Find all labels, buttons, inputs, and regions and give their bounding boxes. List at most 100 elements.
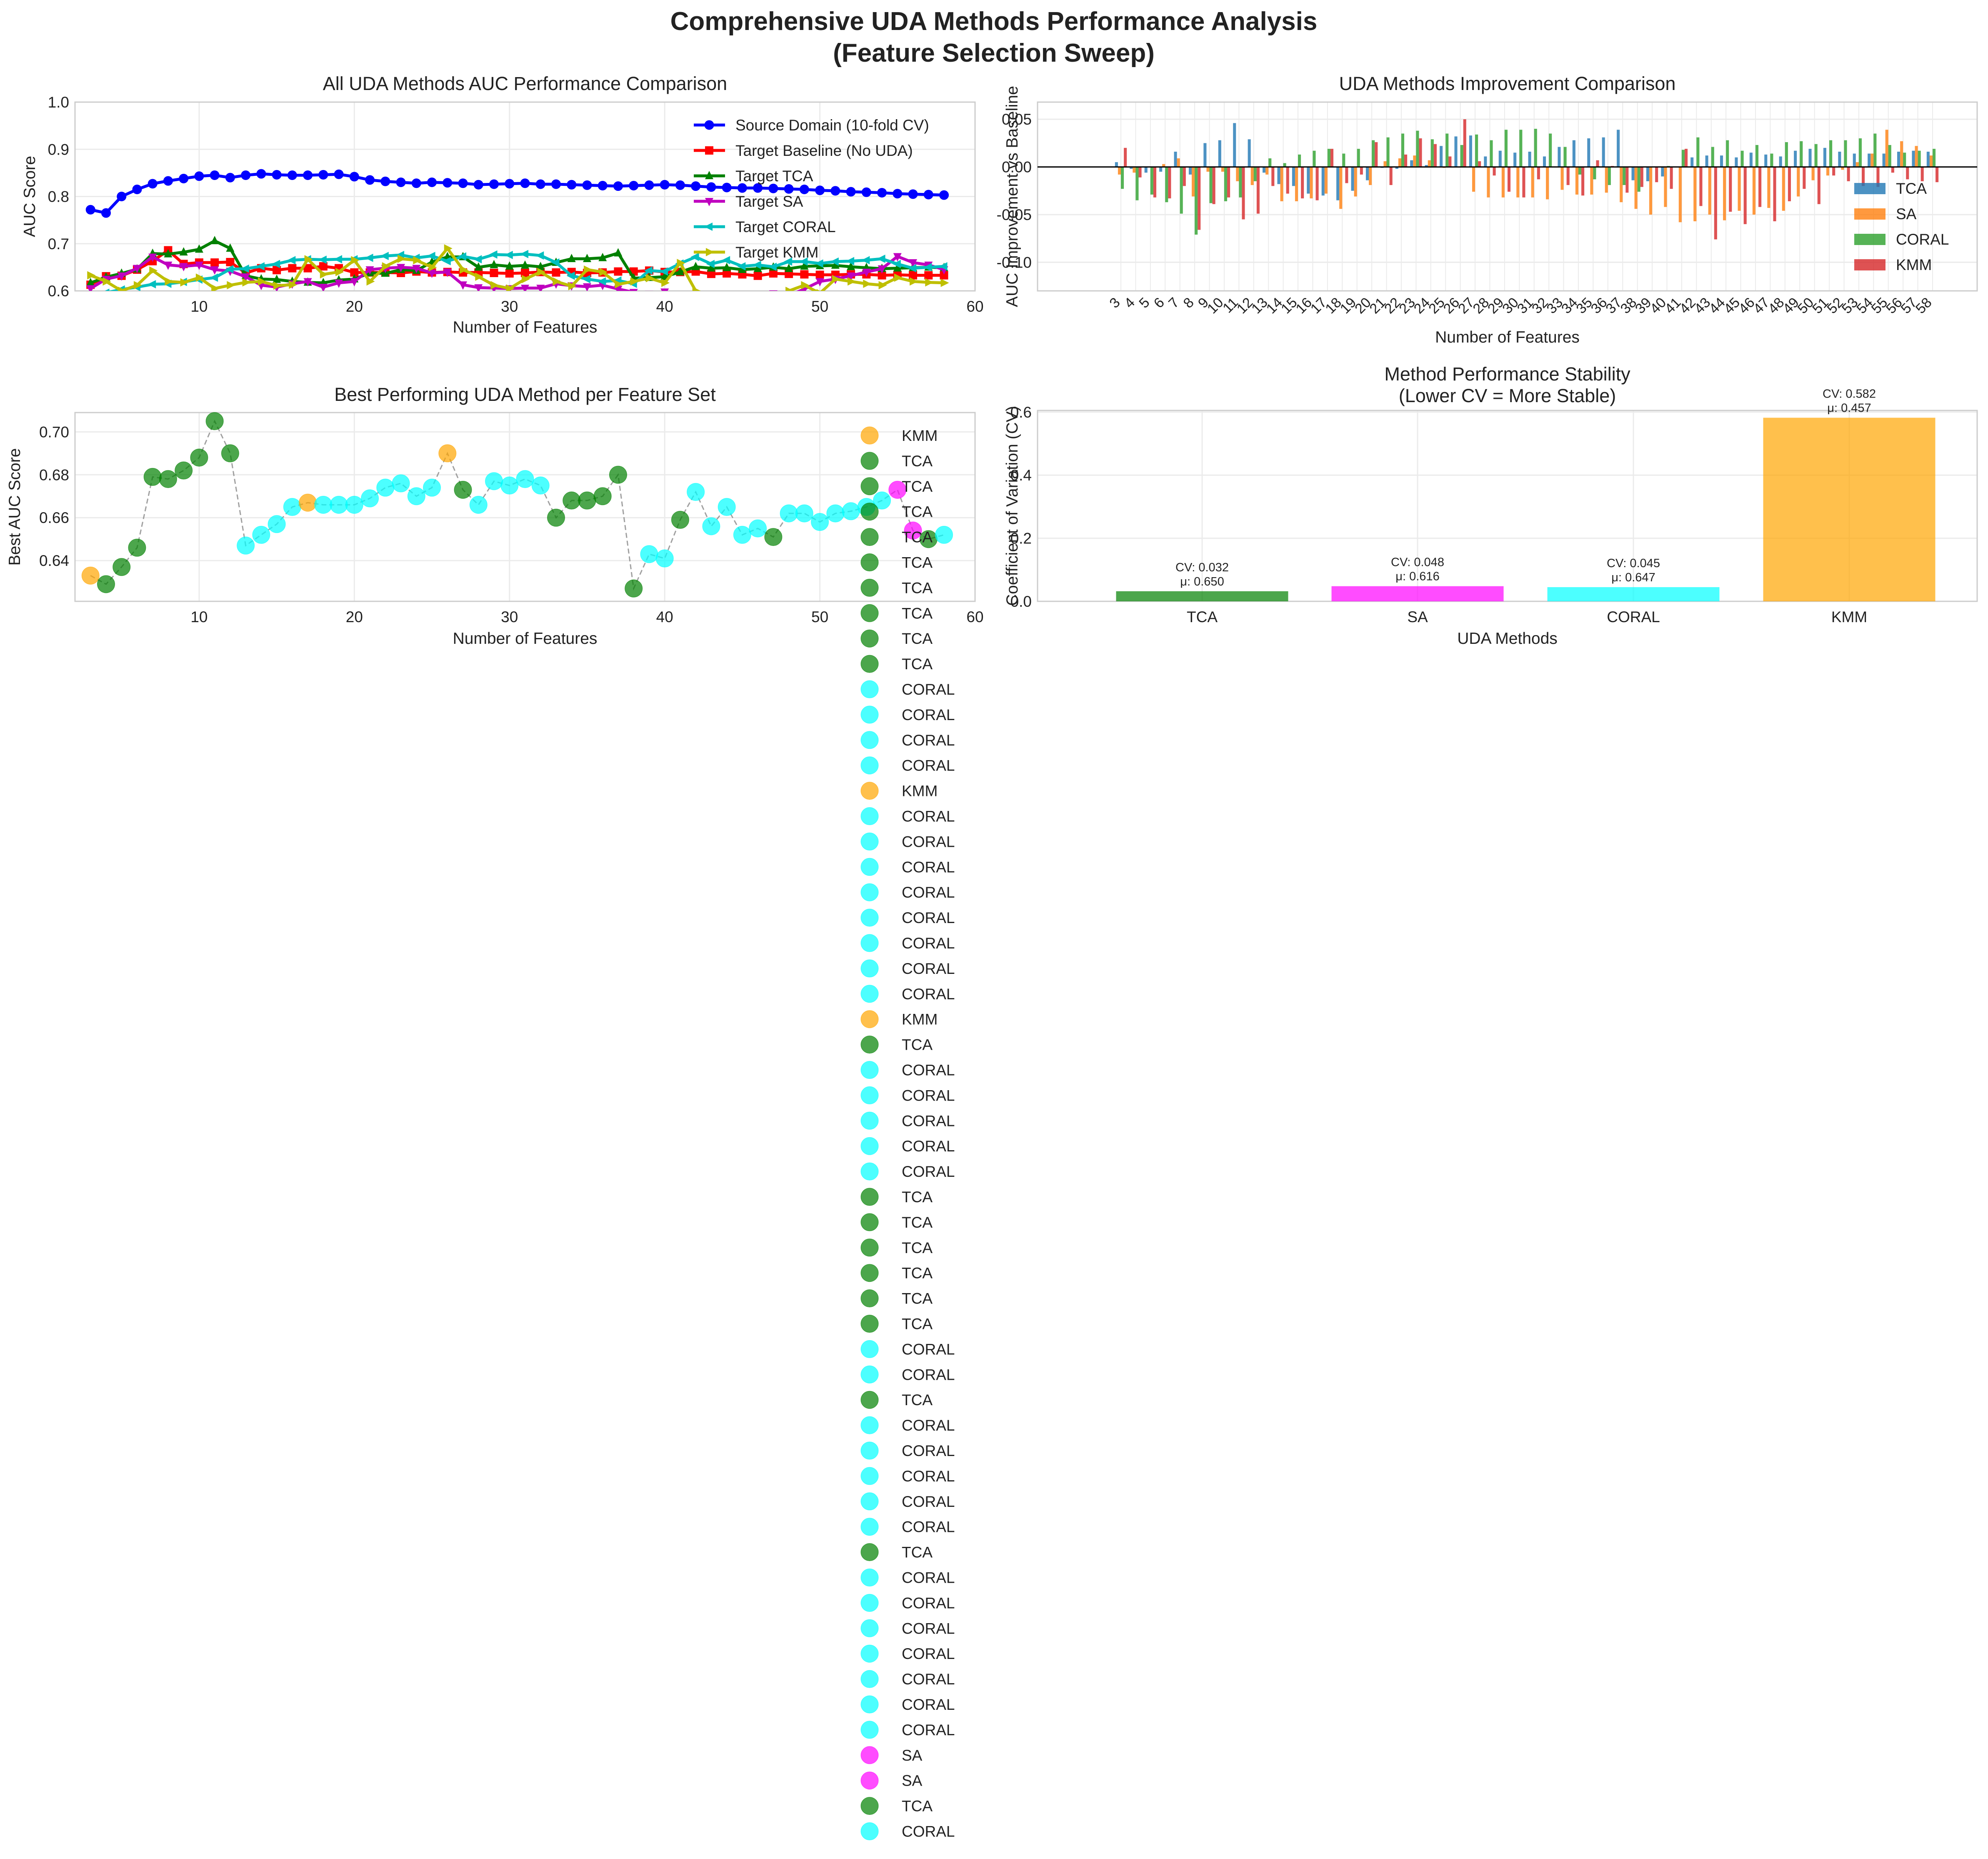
data-point [785,287,794,291]
best-point-tca [159,470,177,488]
data-point [226,243,235,252]
bar-coral [1563,147,1567,167]
bar-tca [1749,153,1753,167]
data-point [832,275,840,283]
bar-kmm [1198,167,1201,230]
legend-label: KMM [902,427,938,444]
x-axis-label: Number of Features [1435,328,1580,346]
legend-marker [860,959,879,978]
data-point [908,264,917,273]
bar-kmm [1596,160,1599,167]
cv-annotation: CV: 0.032 [1175,561,1229,574]
legend-marker [860,1416,879,1434]
data-point [179,173,189,183]
legend-label: CORAL [902,732,955,749]
stability-bar-sa [1331,586,1504,601]
y-axis-label: AUC Score [21,156,39,237]
bar-sa [1265,167,1269,175]
data-point [444,244,453,253]
data-point [660,180,670,190]
data-point [258,277,266,286]
data-point [520,178,530,188]
data-point [273,281,282,290]
data-point [287,170,297,180]
data-point [692,287,701,291]
bar-coral [1253,167,1257,181]
bar-sa [1855,162,1859,167]
data-point [350,268,359,277]
best-point-coral [237,536,255,555]
x-axis-label: UDA Methods [1457,630,1558,648]
data-point [815,278,824,287]
data-point [87,271,96,280]
legend-swatch [1854,234,1885,245]
best-point-tca [97,575,115,593]
improvement-panel: 0.050.00-0.05-0.103456789101112131415161… [997,73,1978,346]
bar-sa [1915,146,1918,167]
data-point [86,278,95,286]
data-point [240,264,249,273]
y-tick-label: 0.64 [39,552,69,569]
bar-coral [1755,145,1759,167]
legend-marker [705,171,713,179]
x-axis-label: Number of Features [453,630,598,648]
legend-marker [860,426,879,445]
best-point-tca [578,491,596,510]
stability-bar-coral [1547,587,1720,601]
data-point [878,265,886,274]
data-point [567,253,576,262]
bar-kmm [1788,167,1791,201]
best-point-coral [811,513,829,531]
bar-sa [1516,167,1520,198]
best-point-sa [888,480,907,499]
bar-kmm [1433,144,1437,167]
data-point [474,262,483,271]
best-point-tca [190,448,208,467]
best-point-tca [609,465,627,484]
data-point [582,180,592,190]
data-point [660,267,668,276]
data-point [799,185,809,195]
legend-label: TCA [902,1214,933,1231]
best-point-coral [252,525,270,544]
data-point [908,189,918,199]
bar-tca [1853,153,1856,167]
bar-sa [1870,153,1874,167]
legend-label: TCA [902,1265,933,1282]
stability-bar-tca [1116,591,1288,601]
legend-marker [860,1340,879,1358]
legend-label: CORAL [902,1519,955,1536]
bar-coral [1888,145,1891,167]
legend-label: CORAL [902,1696,955,1713]
data-point [894,273,903,282]
best-point-tca [625,579,643,598]
bar-kmm [1301,167,1304,199]
data-point [303,264,312,273]
y-tick-label: 0.2 [1010,530,1032,547]
legend-marker [860,807,879,825]
data-point [753,183,763,193]
data-point [319,283,328,291]
data-point [583,253,591,262]
data-point [490,260,498,268]
data-point [830,257,839,266]
y-tick-label: 0.05 [1002,111,1032,128]
bar-coral [1121,167,1124,189]
bar-coral [1239,167,1242,198]
bar-tca [1808,149,1812,167]
bar-tca [1218,140,1221,167]
legend-label: TCA [902,1188,933,1206]
best-point-kmm [81,566,100,585]
legend-label: CORAL [902,1163,955,1180]
bar-sa [1900,141,1903,167]
bar-tca [1690,157,1694,167]
data-point [644,180,654,190]
data-point [458,178,468,188]
data-point [862,268,871,277]
bar-sa [1354,167,1357,197]
bar-coral [1357,149,1360,167]
data-point [287,256,296,265]
bar-sa [1708,167,1711,215]
bar-kmm [1773,167,1776,221]
y-tick-label: 0.8 [48,188,69,205]
